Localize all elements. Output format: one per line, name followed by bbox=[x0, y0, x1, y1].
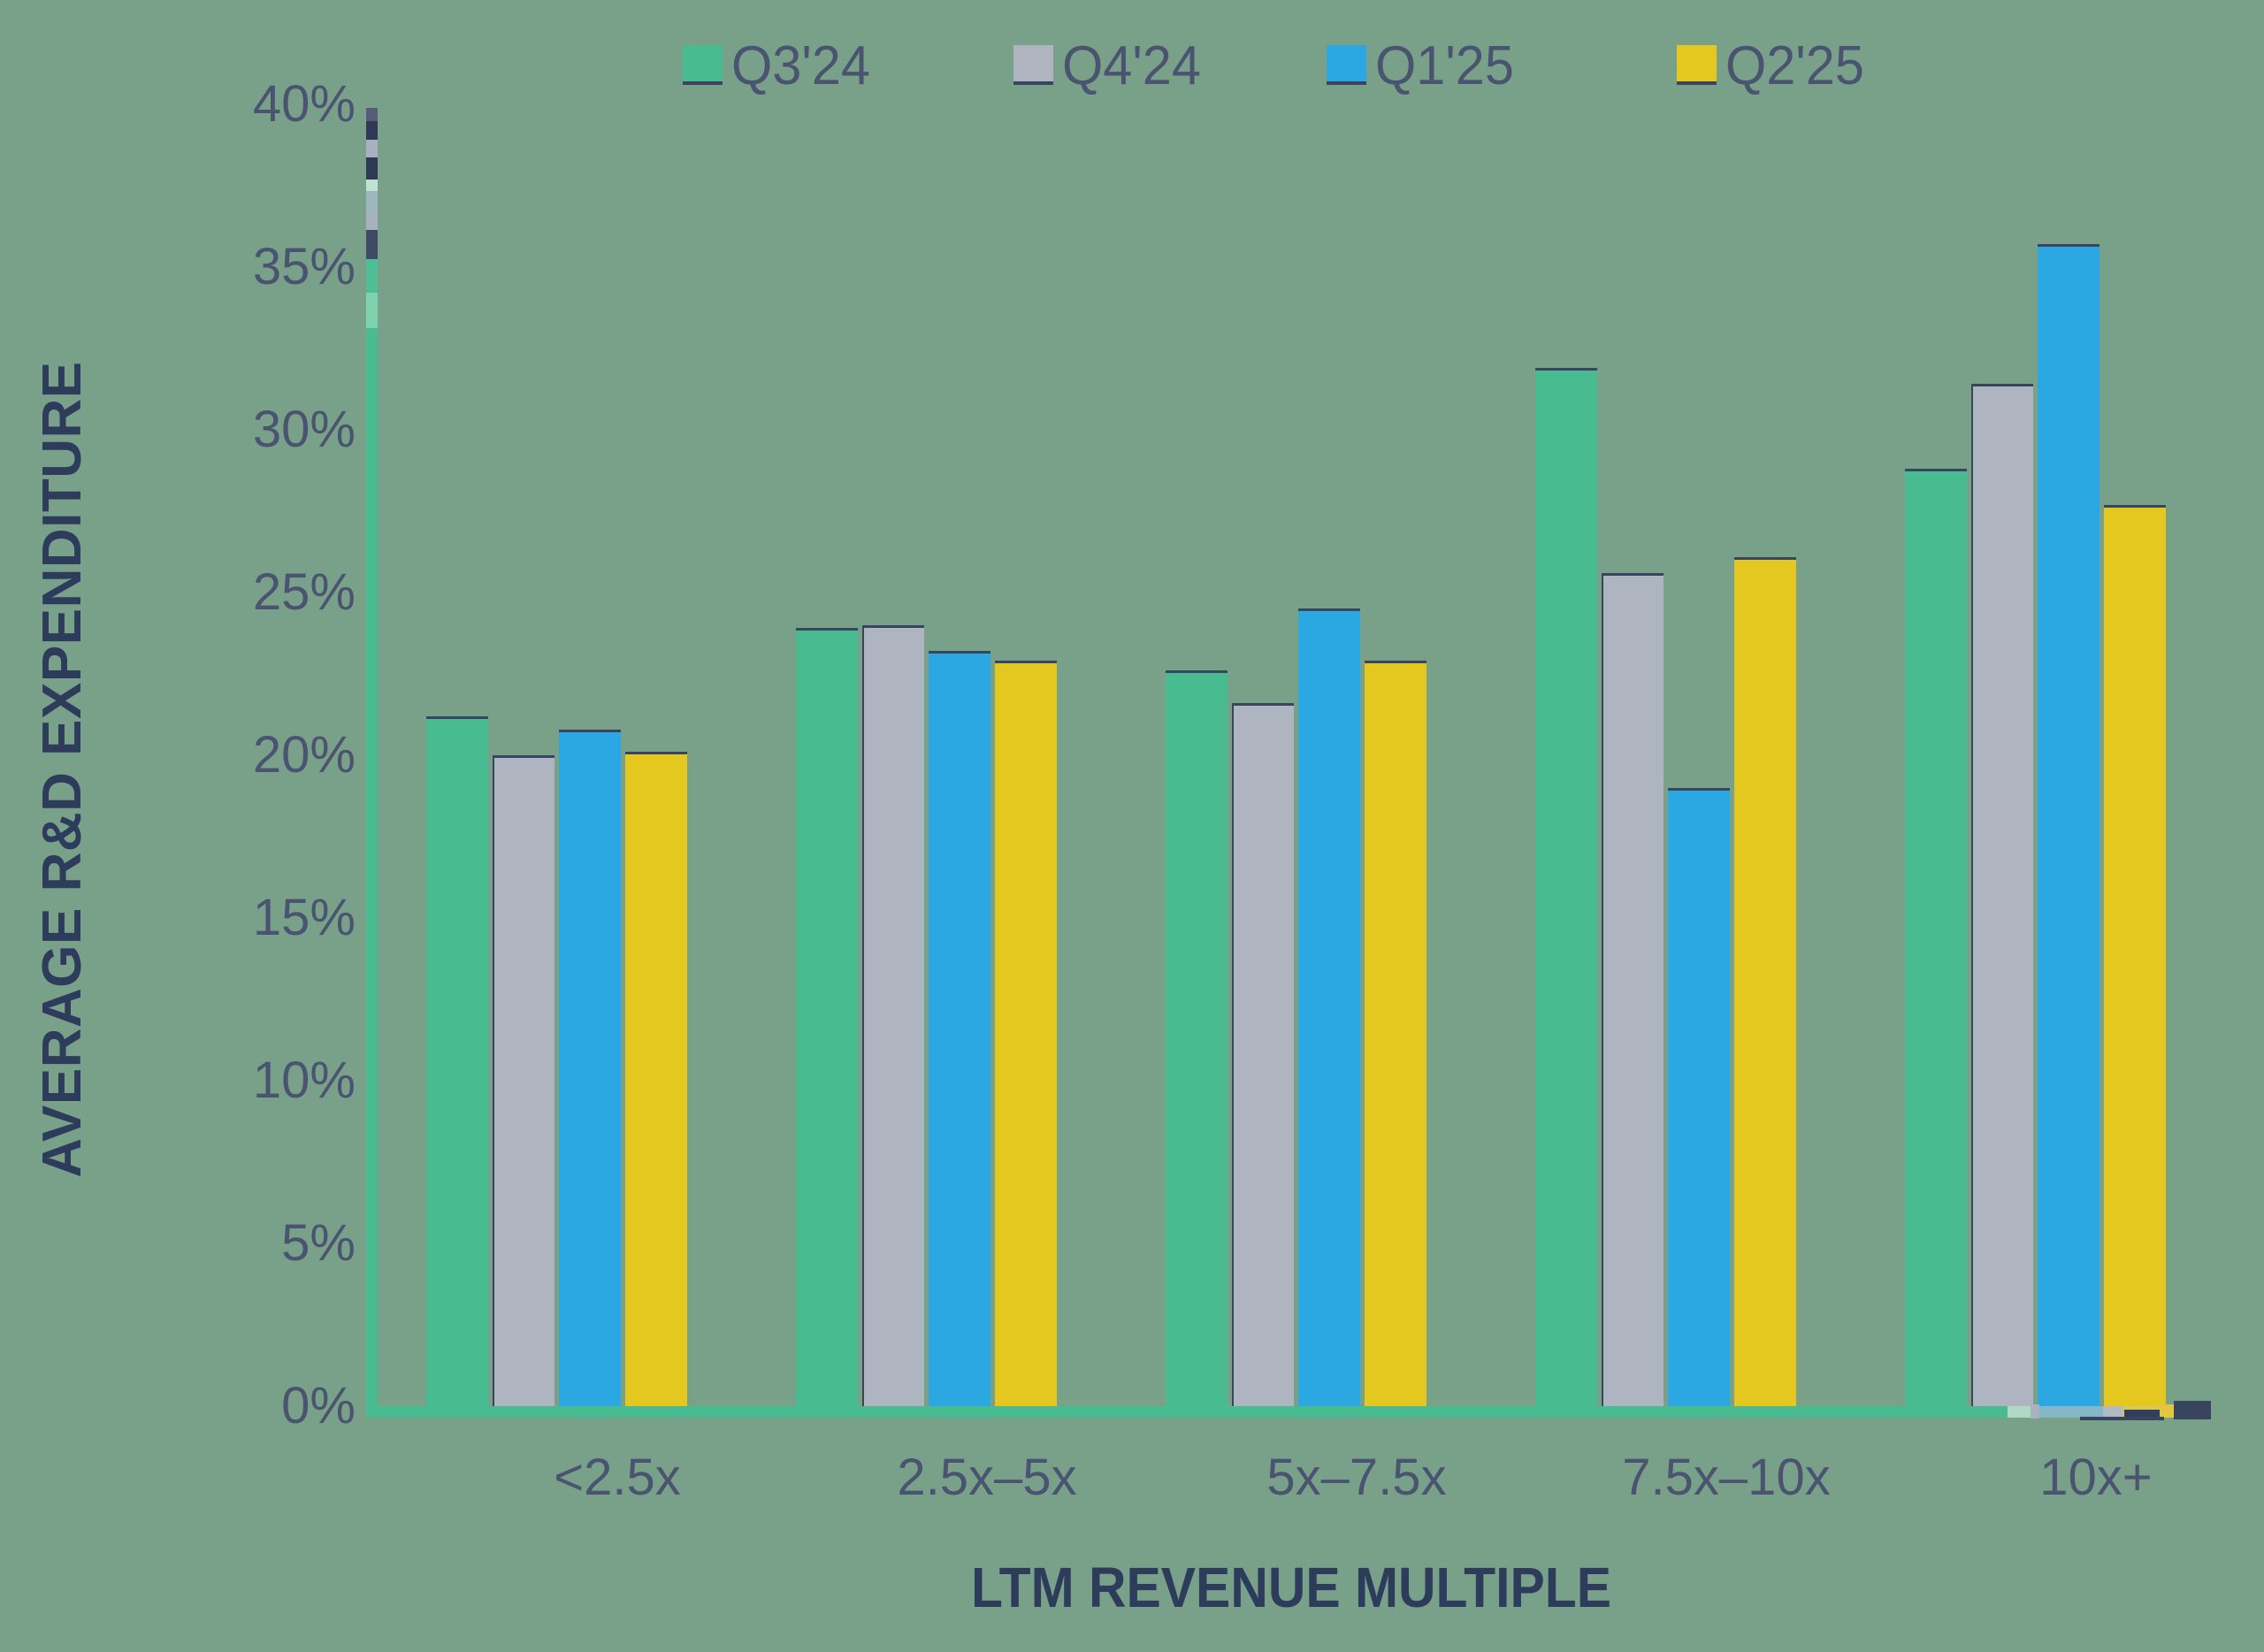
baseline-end-artifact-segment bbox=[2124, 1410, 2161, 1419]
bar-Q2'25-2.5x–5x bbox=[995, 661, 1057, 1406]
legend-label: Q3'24 bbox=[731, 35, 870, 96]
x-axis-baseline bbox=[366, 1406, 2008, 1418]
x-category-label: <2.5x bbox=[554, 1449, 681, 1506]
y-axis-artifact-segment bbox=[366, 180, 378, 191]
legend-swatch-icon bbox=[1327, 45, 1366, 85]
legend-label: Q4'24 bbox=[1062, 35, 1201, 96]
y-axis-artifact-segment bbox=[366, 121, 378, 140]
y-tick-label: 25% bbox=[252, 563, 356, 621]
y-tick-label: 15% bbox=[252, 889, 356, 946]
legend-swatch-icon bbox=[683, 45, 723, 85]
y-tick-label: 30% bbox=[252, 401, 356, 458]
bar-Q1'25-10x+ bbox=[2038, 244, 2100, 1406]
bar-Q2'25-10x+ bbox=[2104, 505, 2166, 1406]
legend-item-2: Q4'24 bbox=[1013, 35, 1207, 96]
y-axis-artifact-segment bbox=[366, 259, 378, 293]
y-axis-artifact-segment bbox=[366, 108, 378, 121]
y-axis-artifact-segment bbox=[366, 293, 378, 328]
y-axis-artifact-segment bbox=[366, 140, 378, 157]
bar-Q3'24-7.5x–10x bbox=[1535, 368, 1597, 1406]
bar-Q3'24-<2.5x bbox=[426, 716, 488, 1406]
legend-label: Q1'25 bbox=[1375, 35, 1514, 96]
baseline-end-artifact-segment bbox=[2008, 1406, 2034, 1418]
bar-Q3'24-5x–7.5x bbox=[1166, 670, 1228, 1406]
y-axis-title: AVERAGE R&D EXPENDITURE bbox=[32, 361, 93, 1178]
x-category-label: 2.5x–5x bbox=[897, 1449, 1077, 1506]
legend-swatch-icon bbox=[1013, 45, 1053, 85]
baseline-end-artifact-segment bbox=[2103, 1406, 2122, 1418]
legend-item-4: Q2'25 bbox=[1677, 35, 1870, 96]
y-axis-artifact-segment bbox=[366, 328, 378, 1418]
bar-Q2'25-<2.5x bbox=[625, 752, 687, 1406]
y-tick-label: 20% bbox=[252, 726, 356, 784]
bar-Q4'24-7.5x–10x bbox=[1602, 573, 1664, 1406]
x-category-label: 5x–7.5x bbox=[1266, 1449, 1447, 1506]
bar-Q2'25-7.5x–10x bbox=[1734, 557, 1796, 1406]
bar-Q4'24-10x+ bbox=[1971, 384, 2033, 1406]
y-tick-label: 0% bbox=[281, 1377, 356, 1434]
legend-label: Q2'25 bbox=[1725, 35, 1864, 96]
x-category-label: 7.5x–10x bbox=[1622, 1449, 1831, 1506]
y-tick-label: 40% bbox=[252, 75, 356, 133]
bar-Q1'25-2.5x–5x bbox=[929, 651, 990, 1406]
bar-Q4'24-2.5x–5x bbox=[862, 625, 924, 1406]
bar-Q3'24-2.5x–5x bbox=[796, 628, 858, 1406]
y-axis-artifact-segment bbox=[366, 157, 378, 180]
y-axis-artifact-segment bbox=[366, 191, 378, 214]
baseline-end-artifact-segment bbox=[2174, 1401, 2211, 1419]
baseline-end-artifact-segment bbox=[2031, 1404, 2039, 1419]
baseline-end-artifact-segment bbox=[2080, 1417, 2164, 1420]
y-tick-label: 10% bbox=[252, 1052, 356, 1109]
y-tick-label: 5% bbox=[281, 1214, 356, 1272]
bar-Q1'25-5x–7.5x bbox=[1298, 608, 1360, 1406]
bar-Q1'25-7.5x–10x bbox=[1668, 788, 1730, 1406]
y-axis-artifact-segment bbox=[366, 230, 378, 259]
bar-Q3'24-10x+ bbox=[1905, 469, 1967, 1406]
bar-Q4'24-5x–7.5x bbox=[1232, 703, 1294, 1406]
bar-Q4'24-<2.5x bbox=[493, 755, 555, 1406]
baseline-end-artifact-segment bbox=[2039, 1406, 2103, 1418]
y-tick-label: 35% bbox=[252, 238, 356, 295]
legend-item-3: Q1'25 bbox=[1327, 35, 1520, 96]
x-axis-title: LTM REVENUE MULTIPLE bbox=[971, 1556, 1611, 1619]
bar-Q2'25-5x–7.5x bbox=[1365, 661, 1426, 1406]
legend-swatch-icon bbox=[1677, 45, 1717, 85]
legend-item-1: Q3'24 bbox=[683, 35, 876, 96]
bar-Q1'25-<2.5x bbox=[559, 730, 621, 1406]
y-axis-artifact-segment bbox=[366, 214, 378, 230]
x-category-label: 10x+ bbox=[2039, 1449, 2153, 1506]
